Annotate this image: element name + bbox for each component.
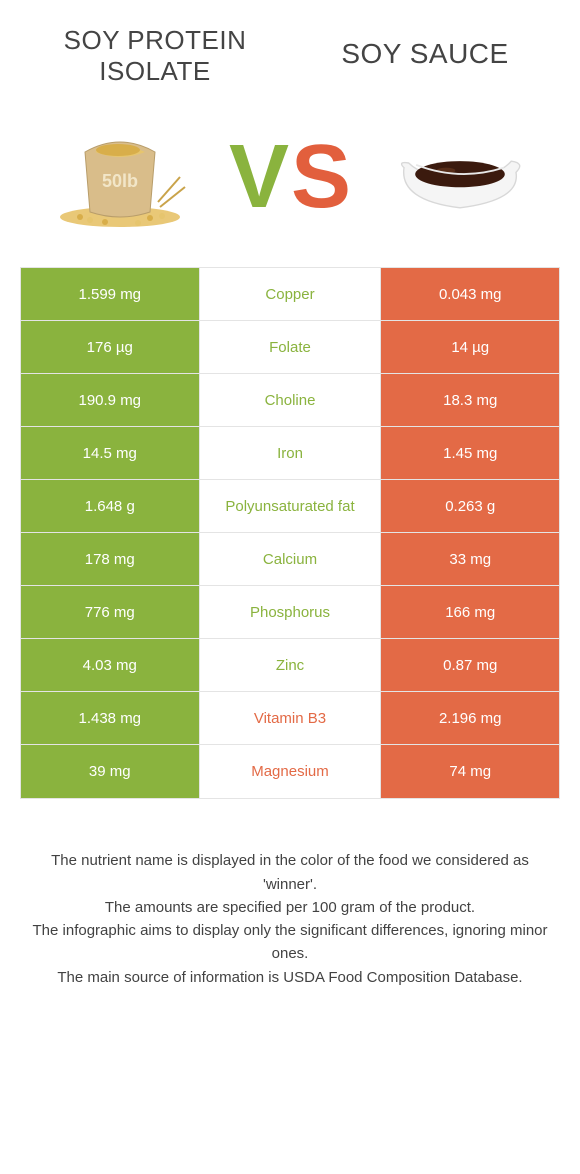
comparison-table: 1.599 mgCopper0.043 mg176 µgFolate14 µg1… [20, 267, 560, 799]
nutrient-name: Magnesium [199, 745, 382, 798]
nutrient-name: Copper [199, 268, 382, 320]
soy-sauce-image [390, 117, 530, 237]
value-right: 33 mg [381, 533, 559, 585]
table-row: 14.5 mgIron1.45 mg [21, 427, 559, 480]
value-right: 14 µg [381, 321, 559, 373]
vs-label: V S [229, 132, 351, 222]
table-row: 178 mgCalcium33 mg [21, 533, 559, 586]
value-left: 178 mg [21, 533, 199, 585]
value-left: 4.03 mg [21, 639, 199, 691]
value-right: 74 mg [381, 745, 559, 798]
title-right: SOY SAUCE [290, 25, 560, 87]
value-left: 190.9 mg [21, 374, 199, 426]
soy-protein-isolate-image: 50lb [50, 117, 190, 237]
nutrient-name: Vitamin B3 [199, 692, 382, 744]
nutrient-name: Zinc [199, 639, 382, 691]
value-right: 2.196 mg [381, 692, 559, 744]
table-row: 1.599 mgCopper0.043 mg [21, 268, 559, 321]
vs-v: V [229, 132, 289, 222]
nutrient-name: Polyunsaturated fat [199, 480, 382, 532]
value-right: 1.45 mg [381, 427, 559, 479]
table-row: 1.438 mgVitamin B32.196 mg [21, 692, 559, 745]
table-row: 776 mgPhosphorus166 mg [21, 586, 559, 639]
footnote-line: The amounts are specified per 100 gram o… [30, 896, 550, 919]
title-left-line2: ISOLATE [20, 56, 290, 87]
nutrient-name: Choline [199, 374, 382, 426]
titles-row: SOY PROTEIN ISOLATE SOY SAUCE [0, 0, 580, 97]
vs-s: S [291, 132, 351, 222]
title-left-line1: SOY PROTEIN [20, 25, 290, 56]
value-right: 0.043 mg [381, 268, 559, 320]
value-left: 176 µg [21, 321, 199, 373]
svg-text:50lb: 50lb [102, 171, 138, 191]
footnotes: The nutrient name is displayed in the co… [0, 799, 580, 989]
value-left: 1.438 mg [21, 692, 199, 744]
footnote-line: The infographic aims to display only the… [30, 919, 550, 966]
title-left: SOY PROTEIN ISOLATE [20, 25, 290, 87]
nutrient-name: Phosphorus [199, 586, 382, 638]
value-right: 18.3 mg [381, 374, 559, 426]
value-left: 776 mg [21, 586, 199, 638]
table-row: 190.9 mgCholine18.3 mg [21, 374, 559, 427]
value-left: 14.5 mg [21, 427, 199, 479]
value-right: 0.263 g [381, 480, 559, 532]
table-row: 39 mgMagnesium74 mg [21, 745, 559, 798]
value-left: 39 mg [21, 745, 199, 798]
footnote-line: The nutrient name is displayed in the co… [30, 849, 550, 896]
nutrient-name: Calcium [199, 533, 382, 585]
footnote-line: The main source of information is USDA F… [30, 966, 550, 989]
nutrient-name: Folate [199, 321, 382, 373]
table-row: 176 µgFolate14 µg [21, 321, 559, 374]
table-row: 1.648 gPolyunsaturated fat0.263 g [21, 480, 559, 533]
table-row: 4.03 mgZinc0.87 mg [21, 639, 559, 692]
value-right: 0.87 mg [381, 639, 559, 691]
value-left: 1.599 mg [21, 268, 199, 320]
nutrient-name: Iron [199, 427, 382, 479]
value-right: 166 mg [381, 586, 559, 638]
value-left: 1.648 g [21, 480, 199, 532]
hero-row: 50lb V S [0, 97, 580, 267]
